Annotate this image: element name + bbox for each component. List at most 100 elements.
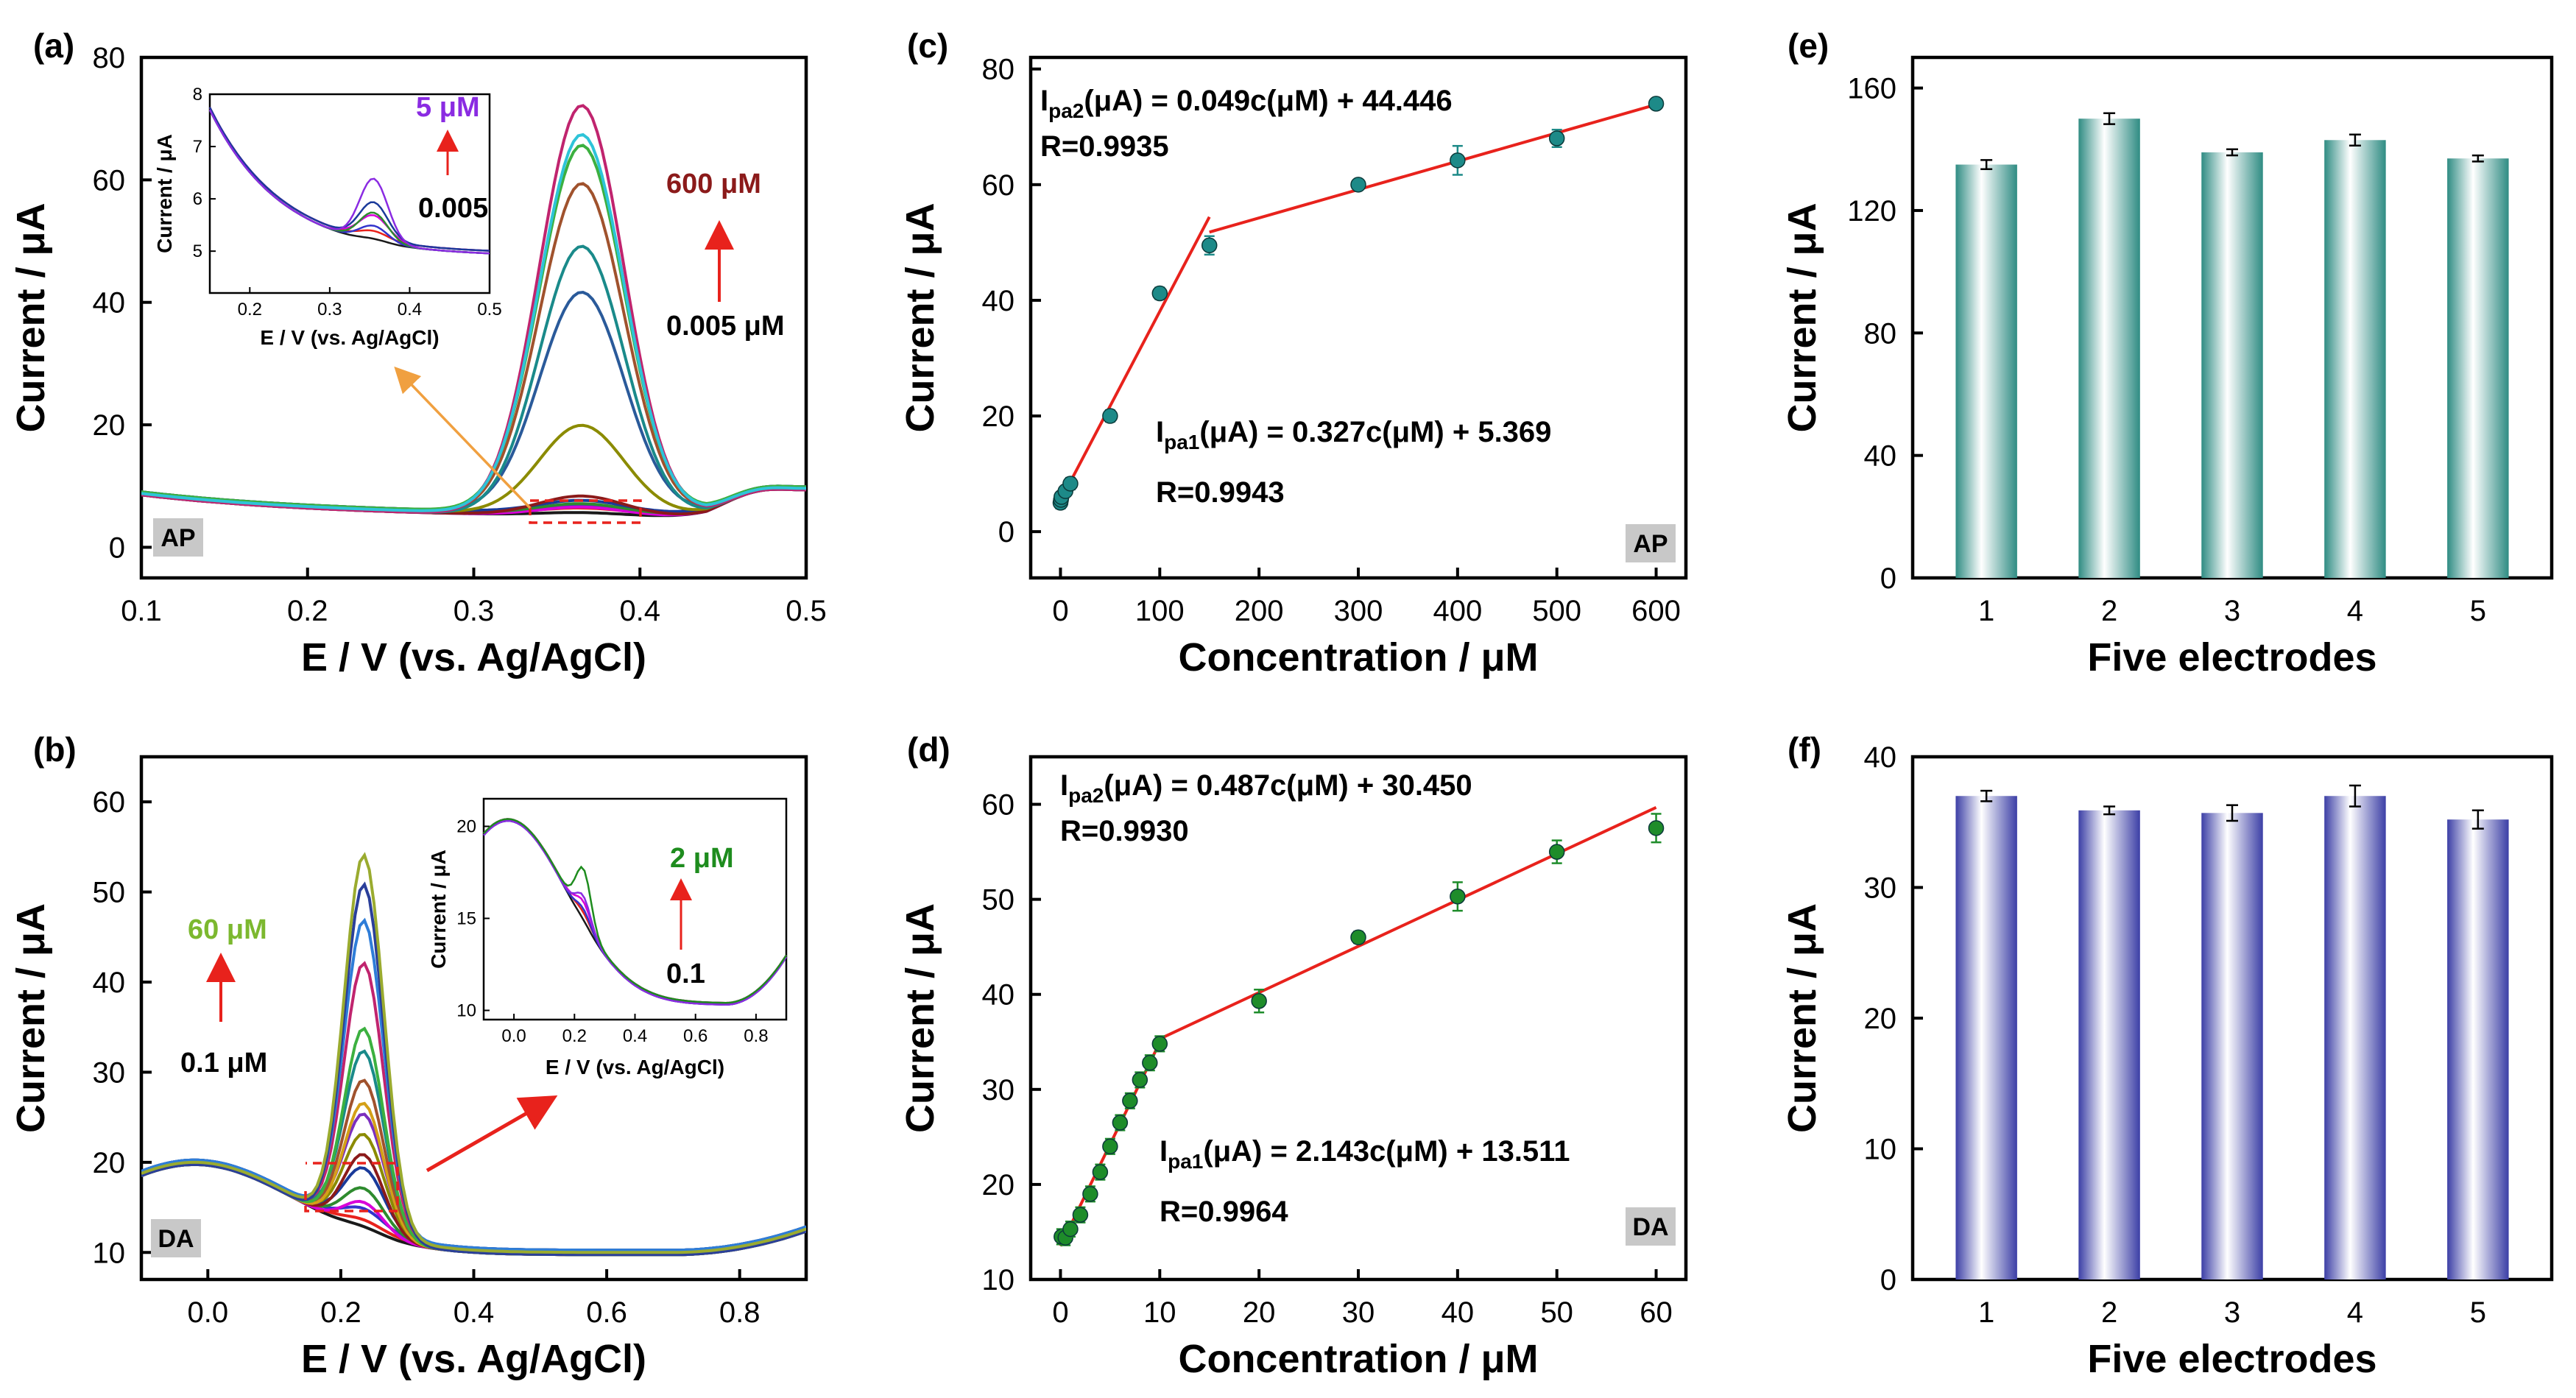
- zoom-region: [304, 1162, 399, 1212]
- panel-label: (b): [33, 730, 77, 769]
- y-tick-label: 0: [1880, 1264, 1896, 1296]
- data-point-11: [1548, 130, 1565, 146]
- inset-label-low: 0.005: [418, 193, 488, 224]
- equation-1: Ipa1(μA) = 2.143c(μM) + 13.511: [1160, 1135, 1570, 1173]
- sample-tag: AP: [1633, 530, 1668, 558]
- panel-b: 0.0 0.2 0.4 0.6 0.8 10 20 30 40 50 60 E / V (vs. Ag…: [9, 730, 808, 1381]
- fit-line-2: [1159, 805, 1657, 1040]
- bar-3: [2201, 813, 2263, 1279]
- y-tick-label: 20: [982, 1169, 1015, 1201]
- r-value-2: R=0.9930: [1060, 815, 1189, 847]
- x-tick-label: 0.3: [454, 595, 495, 627]
- label-low-conc: 0.005 μM: [666, 311, 785, 342]
- data-point-6: [1102, 408, 1118, 424]
- y-tick-label: 20: [93, 1147, 126, 1179]
- data-point-12: [1151, 1036, 1168, 1052]
- x-tick-label: 30: [1342, 1296, 1375, 1329]
- x-tick-label: 0: [1052, 1296, 1068, 1329]
- series-line-14: [141, 133, 806, 512]
- zoom-arrow: [426, 1095, 558, 1173]
- inset-y-tick-label: 6: [193, 189, 202, 209]
- x-tick-label: 10: [1143, 1296, 1176, 1329]
- sample-tag: AP: [160, 524, 195, 552]
- inset-x-tick-label: 0.0: [501, 1026, 526, 1046]
- data-point-16: [1548, 844, 1565, 860]
- panel-a: 0.1 0.2 0.3 0.4 0.5 0 20 40 60 80 E / V (vs. Ag/Ag…: [9, 27, 827, 679]
- x-tick-label: 40: [1441, 1296, 1475, 1329]
- y-tick-label: 80: [93, 42, 126, 74]
- r-value-1: R=0.9964: [1160, 1196, 1288, 1228]
- inset-series-line-6: [483, 818, 788, 1004]
- x-tick-label: 3: [2224, 595, 2240, 627]
- x-axis-label: E / V (vs. Ag/AgCl): [301, 1337, 646, 1381]
- bar-2: [2078, 119, 2140, 579]
- bar-2: [2078, 810, 2140, 1279]
- data-point-17: [1648, 820, 1665, 836]
- x-tick-label: 0.4: [619, 595, 660, 627]
- series-line-16: [141, 881, 806, 1257]
- series-line-1: [141, 1162, 806, 1257]
- equation-2: Ipa2(μA) = 0.487c(μM) + 30.450: [1060, 769, 1472, 807]
- data-point-9: [1350, 177, 1366, 193]
- x-tick-label: 2: [2101, 1296, 2117, 1329]
- data-point-8: [1201, 237, 1218, 254]
- y-tick-label: 0: [109, 532, 125, 564]
- x-tick-label: 5: [2470, 1296, 2486, 1329]
- fit-line-1: [1059, 216, 1211, 501]
- inset-label-high: 2 μM: [670, 843, 734, 874]
- inset-x-tick-label: 0.2: [238, 300, 262, 320]
- x-tick-label: 1: [1978, 1296, 1994, 1329]
- inset-series-line-5: [483, 819, 788, 1006]
- data-point-4: [1072, 1207, 1089, 1223]
- x-tick-label: 0.8: [719, 1296, 761, 1329]
- data-point-14: [1350, 929, 1366, 946]
- y-axis-label: Current / μA: [9, 202, 53, 432]
- inset-x-tick-label: 0.2: [562, 1026, 587, 1046]
- x-axis-label: Five electrodes: [2087, 1337, 2376, 1381]
- x-tick-label: 200: [1235, 595, 1284, 627]
- series-line-11: [141, 1078, 806, 1254]
- panel-f: 1 2 3 4 5 0 10 20 30 40 Five electrodes Current / μ…: [1780, 730, 2554, 1381]
- bar-5: [2447, 819, 2509, 1279]
- inset-y-tick-label: 15: [456, 909, 476, 929]
- panel-label: (f): [1788, 730, 1821, 769]
- panel-label: (e): [1788, 27, 1829, 65]
- x-tick-label: 0: [1052, 595, 1068, 627]
- inset-label-high: 5 μM: [416, 92, 480, 123]
- y-axis-label: Current / μA: [9, 903, 53, 1133]
- series-line-2: [141, 1160, 806, 1254]
- inset-series-line-7: [208, 109, 490, 255]
- y-tick-label: 10: [93, 1237, 126, 1269]
- inset-y-tick-label: 20: [456, 817, 476, 837]
- y-tick-label: 40: [93, 287, 126, 320]
- data-point-10: [1450, 152, 1466, 169]
- zoom-arrow: [394, 366, 532, 509]
- series-group: [141, 852, 806, 1257]
- inset-x-tick-label: 0.8: [744, 1026, 768, 1046]
- data-point-13: [1251, 993, 1267, 1009]
- x-tick-label: 5: [2470, 595, 2486, 627]
- inset-x-tick-label: 0.4: [623, 1026, 647, 1046]
- data-point-7: [1102, 1138, 1118, 1155]
- data-point-5: [1062, 476, 1079, 492]
- y-tick-label: 20: [982, 400, 1015, 433]
- series-line-4: [141, 1162, 806, 1257]
- data-point-8: [1112, 1115, 1129, 1131]
- bar-4: [2324, 140, 2386, 579]
- inset-frame: [208, 93, 491, 294]
- x-tick-label: 0.4: [454, 1296, 495, 1329]
- data-point-11: [1142, 1054, 1158, 1071]
- y-tick-label: 50: [93, 877, 126, 909]
- y-tick-label: 30: [1864, 872, 1897, 905]
- panel-d: 0 10 20 30 40 50 60 10 20 30 40 50 60 Concentration /…: [898, 730, 1688, 1381]
- inset-x-tick-label: 0.5: [477, 300, 501, 320]
- y-tick-label: 0: [998, 516, 1014, 548]
- panel-label: (a): [33, 27, 74, 65]
- bar-3: [2201, 152, 2263, 578]
- sample-tag-bg: [153, 518, 203, 557]
- x-tick-label: 60: [1640, 1296, 1673, 1329]
- zoom-region: [529, 499, 642, 524]
- y-tick-label: 10: [982, 1264, 1015, 1296]
- y-tick-label: 60: [982, 169, 1015, 202]
